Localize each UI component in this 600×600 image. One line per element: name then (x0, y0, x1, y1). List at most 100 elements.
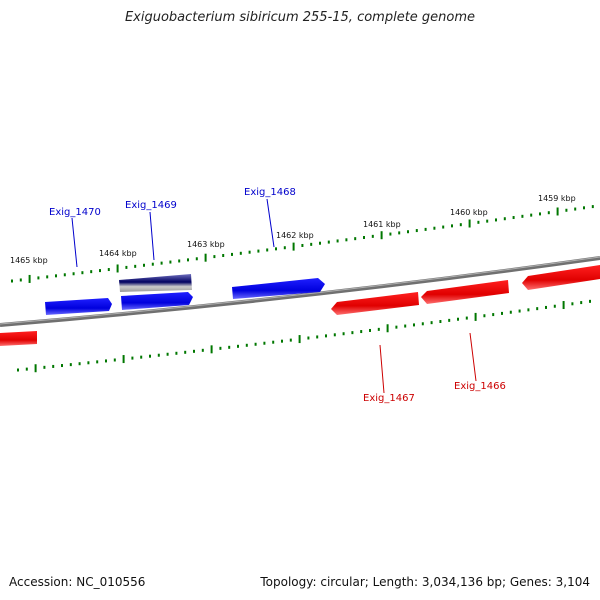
minor-tick (81, 271, 84, 275)
minor-tick (336, 239, 339, 243)
gene-label-exig-1469[interactable]: Exig_1469 (125, 200, 177, 211)
minor-tick (257, 249, 260, 253)
minor-tick (78, 362, 81, 366)
minor-tick (483, 314, 486, 318)
minor-tick (149, 354, 151, 358)
scale-label: 1460 kbp (450, 208, 488, 217)
minor-tick (43, 365, 46, 369)
minor-tick (354, 237, 357, 241)
minor-tick (424, 227, 427, 231)
minor-tick (266, 248, 269, 252)
minor-tick (90, 270, 93, 274)
minor-tick (272, 340, 275, 344)
minor-tick (518, 309, 521, 313)
minor-tick (275, 247, 277, 251)
minor-tick (239, 251, 242, 255)
minor-tick (492, 313, 495, 317)
minor-tick (61, 364, 63, 368)
minor-tick (547, 211, 550, 215)
gene-label-exig-1468[interactable]: Exig_1468 (244, 187, 296, 198)
minor-tick (574, 207, 577, 211)
major-tick (292, 242, 295, 251)
minor-tick (178, 259, 181, 263)
accession-text: Accession: NC_010556 (9, 575, 146, 589)
minor-tick (107, 268, 110, 272)
gene-right-edge[interactable] (522, 265, 600, 290)
scale-label: 1463 kbp (187, 240, 225, 249)
minor-tick (580, 301, 583, 305)
gene-label-exig-1467[interactable]: Exig_1467 (363, 393, 415, 404)
leader-line (149, 211, 155, 261)
gene-exig-1466[interactable] (421, 280, 509, 304)
major-tick (468, 219, 471, 228)
minor-tick (477, 220, 480, 224)
minor-tick (69, 363, 72, 367)
minor-tick (281, 339, 283, 343)
minor-tick (389, 232, 392, 236)
major-tick (122, 355, 125, 364)
scale-label: 1461 kbp (363, 220, 401, 229)
gene-label-exig-1470[interactable]: Exig_1470 (49, 207, 101, 218)
major-tick (474, 312, 477, 321)
minor-tick (351, 331, 354, 335)
scale-label: 1465 kbp (10, 256, 48, 265)
topology-text: Topology: circular; Length: 3,034,136 bp… (260, 575, 590, 589)
minor-tick (248, 250, 251, 254)
minor-tick (530, 213, 533, 217)
minor-tick (369, 328, 371, 332)
minor-tick (539, 212, 541, 216)
gene-label-exig-1466[interactable]: Exig_1466 (454, 381, 506, 392)
minor-tick (571, 302, 574, 306)
minor-tick (289, 338, 292, 342)
minor-tick (451, 224, 453, 228)
minor-tick (263, 341, 266, 345)
minor-tick (448, 318, 451, 322)
minor-tick (509, 310, 512, 314)
minor-tick (342, 332, 345, 336)
minor-tick (553, 304, 556, 308)
leader-line (266, 198, 275, 248)
gene-exig-1468[interactable] (232, 278, 325, 299)
minor-tick (187, 258, 189, 262)
minor-tick (96, 360, 99, 364)
map-title: Exiguobacterium sibiricum 255-15, comple… (124, 10, 476, 25)
minor-tick (63, 273, 66, 277)
minor-tick (565, 208, 568, 212)
minor-tick (325, 334, 327, 338)
minor-tick (363, 236, 365, 240)
minor-tick (87, 361, 90, 365)
gene-left-edge[interactable] (0, 331, 37, 346)
gene-exig-1467[interactable] (331, 292, 419, 315)
minor-tick (228, 345, 231, 349)
minor-tick (512, 216, 515, 220)
minor-tick (316, 335, 319, 339)
minor-tick (140, 355, 143, 359)
outer-scale-track (11, 205, 594, 283)
genome-backbone-highlight (0, 256, 600, 325)
minor-tick (527, 308, 530, 312)
minor-tick (125, 265, 128, 269)
minor-tick (213, 255, 216, 259)
minor-tick (231, 252, 233, 256)
minor-tick (465, 316, 468, 320)
minor-tick (327, 240, 330, 244)
minor-tick (439, 320, 442, 324)
minor-tick (195, 257, 198, 261)
major-tick (556, 207, 559, 216)
minor-tick (395, 325, 398, 329)
scale-label: 1459 kbp (538, 194, 576, 203)
minor-tick (72, 272, 75, 276)
gene-exig-1470[interactable] (45, 298, 112, 315)
minor-tick (433, 226, 436, 230)
minor-tick (377, 327, 380, 331)
gene-exig-1469[interactable] (119, 274, 193, 310)
minor-tick (307, 336, 310, 340)
minor-tick (545, 305, 547, 309)
genome-backbone (0, 256, 600, 327)
minor-tick (503, 217, 506, 221)
minor-tick (415, 229, 418, 233)
minor-tick (319, 241, 321, 245)
minor-tick (134, 264, 137, 268)
minor-tick (371, 234, 374, 238)
